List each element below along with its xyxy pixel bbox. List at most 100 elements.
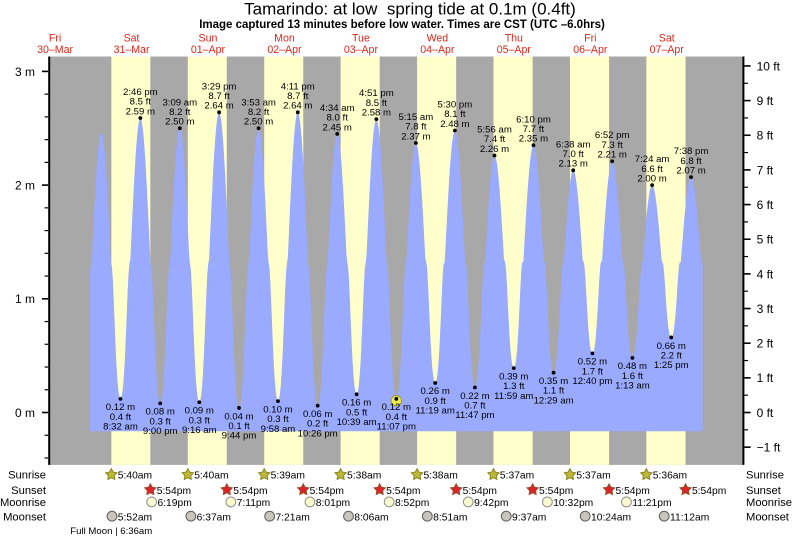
svg-text:5:36am: 5:36am [653, 471, 687, 482]
svg-text:9:58 am: 9:58 am [261, 424, 296, 435]
svg-text:Sunset: Sunset [746, 485, 782, 497]
svg-text:0.4 ft: 0.4 ft [110, 412, 132, 423]
svg-text:04–Apr: 04–Apr [420, 44, 455, 56]
svg-text:0.9 ft: 0.9 ft [425, 396, 447, 407]
svg-text:Moonset: Moonset [3, 511, 47, 523]
svg-text:Sat: Sat [124, 33, 140, 45]
svg-text:0.06 m: 0.06 m [303, 409, 332, 420]
svg-text:6 ft: 6 ft [757, 198, 774, 212]
svg-text:10:32pm: 10:32pm [553, 498, 593, 509]
svg-text:Fri: Fri [49, 33, 61, 45]
svg-text:0.12 m: 0.12 m [382, 402, 411, 413]
svg-text:7.7 ft: 7.7 ft [523, 124, 545, 135]
svg-text:8.1 ft: 8.1 ft [444, 109, 466, 120]
svg-text:0.5 ft: 0.5 ft [346, 407, 368, 418]
svg-text:11:47 pm: 11:47 pm [455, 410, 494, 421]
svg-text:5:56 am: 5:56 am [477, 125, 512, 136]
svg-text:11:21pm: 11:21pm [632, 498, 671, 509]
svg-text:Fri: Fri [584, 33, 596, 45]
svg-text:5:54pm: 5:54pm [233, 486, 267, 497]
svg-text:8:51am: 8:51am [433, 512, 467, 523]
svg-text:2.07 m: 2.07 m [676, 166, 705, 177]
svg-text:Sun: Sun [199, 33, 218, 45]
svg-text:Mon: Mon [274, 33, 295, 45]
svg-text:0.12 m: 0.12 m [106, 402, 135, 413]
svg-text:9:44 pm: 9:44 pm [222, 431, 257, 442]
svg-text:Full Moon | 6:36am: Full Moon | 6:36am [70, 526, 152, 537]
svg-text:0.3 ft: 0.3 ft [150, 416, 172, 427]
svg-text:9:37am: 9:37am [512, 512, 546, 523]
svg-text:−1 ft: −1 ft [757, 441, 781, 455]
svg-text:Sunset: Sunset [11, 485, 47, 497]
svg-text:5:54pm: 5:54pm [310, 486, 344, 497]
svg-text:3:09 am: 3:09 am [162, 97, 197, 108]
svg-text:7:38 pm: 7:38 pm [674, 146, 709, 157]
svg-text:0.22 m: 0.22 m [460, 391, 489, 402]
svg-text:07–Apr: 07–Apr [650, 44, 685, 56]
svg-text:5:54pm: 5:54pm [157, 486, 191, 497]
svg-text:7.0 ft: 7.0 ft [563, 149, 585, 160]
svg-text:2.35 m: 2.35 m [519, 134, 548, 145]
svg-text:Moonrise: Moonrise [746, 497, 792, 509]
svg-text:2 ft: 2 ft [757, 337, 774, 351]
svg-text:5:38am: 5:38am [347, 471, 381, 482]
svg-text:5:54pm: 5:54pm [539, 486, 573, 497]
svg-text:0.4 ft: 0.4 ft [386, 412, 408, 423]
svg-text:5:38am: 5:38am [423, 471, 457, 482]
svg-text:Tamarindo: at low spring tide: Tamarindo: at low spring tide at 0.1m (0… [244, 0, 576, 18]
svg-text:4 ft: 4 ft [757, 267, 774, 281]
svg-text:8.7 ft: 8.7 ft [208, 91, 230, 102]
svg-text:01–Apr: 01–Apr [191, 44, 226, 56]
svg-text:5 ft: 5 ft [757, 233, 774, 247]
svg-text:0.48 m: 0.48 m [618, 361, 647, 372]
svg-text:1:25 pm: 1:25 pm [654, 360, 689, 371]
svg-text:2.37 m: 2.37 m [401, 131, 430, 142]
svg-text:Image captured 13 minutes befo: Image captured 13 minutes before low wat… [199, 19, 605, 31]
svg-text:5:40am: 5:40am [118, 471, 152, 482]
svg-text:0.52 m: 0.52 m [578, 357, 607, 368]
svg-text:0 ft: 0 ft [757, 406, 774, 420]
svg-text:4:51 pm: 4:51 pm [359, 88, 394, 99]
svg-text:0.7 ft: 0.7 ft [464, 400, 486, 411]
svg-text:6.8 ft: 6.8 ft [680, 156, 702, 167]
svg-text:02–Apr: 02–Apr [267, 44, 302, 56]
svg-text:4:34 am: 4:34 am [320, 103, 355, 114]
svg-text:1:13 am: 1:13 am [615, 381, 650, 392]
svg-text:6:52 pm: 6:52 pm [595, 130, 630, 141]
svg-text:10:39 am: 10:39 am [337, 417, 377, 428]
svg-text:2.26 m: 2.26 m [480, 144, 509, 155]
svg-text:6:37am: 6:37am [197, 512, 231, 523]
svg-text:11:19 am: 11:19 am [416, 406, 455, 417]
svg-text:3 m: 3 m [15, 65, 35, 79]
svg-text:5:37am: 5:37am [576, 471, 610, 482]
svg-text:7 ft: 7 ft [757, 163, 774, 177]
svg-text:0.16 m: 0.16 m [342, 398, 371, 409]
svg-text:12:29 am: 12:29 am [534, 395, 574, 406]
svg-text:7.4 ft: 7.4 ft [484, 134, 506, 145]
svg-text:0.26 m: 0.26 m [421, 386, 450, 397]
svg-text:8.2 ft: 8.2 ft [248, 107, 270, 118]
svg-text:9:42pm: 9:42pm [474, 498, 508, 509]
svg-text:2.13 m: 2.13 m [559, 159, 588, 170]
svg-text:11:07 pm: 11:07 pm [377, 422, 416, 433]
svg-text:1.7 ft: 1.7 ft [582, 366, 604, 377]
svg-text:7:21am: 7:21am [275, 512, 309, 523]
svg-text:2.50 m: 2.50 m [165, 117, 194, 128]
svg-text:Tue: Tue [352, 33, 370, 45]
svg-text:Sat: Sat [659, 33, 675, 45]
svg-text:8.5 ft: 8.5 ft [366, 98, 388, 109]
svg-text:3:29 pm: 3:29 pm [202, 81, 237, 92]
svg-text:12:40 pm: 12:40 pm [572, 376, 612, 387]
svg-text:5:54pm: 5:54pm [615, 486, 649, 497]
svg-text:2.58 m: 2.58 m [362, 108, 391, 119]
svg-text:2.48 m: 2.48 m [440, 119, 469, 130]
svg-text:8:32 am: 8:32 am [103, 422, 138, 433]
svg-text:Moonset: Moonset [746, 511, 790, 523]
svg-text:0.04 m: 0.04 m [224, 411, 253, 422]
svg-text:10:26 pm: 10:26 pm [298, 428, 338, 439]
svg-text:Sunrise: Sunrise [746, 470, 784, 482]
svg-text:8:06am: 8:06am [354, 512, 388, 523]
svg-text:5:54pm: 5:54pm [692, 486, 726, 497]
svg-text:30–Mar: 30–Mar [37, 44, 73, 56]
svg-text:8:01pm: 8:01pm [316, 498, 350, 509]
